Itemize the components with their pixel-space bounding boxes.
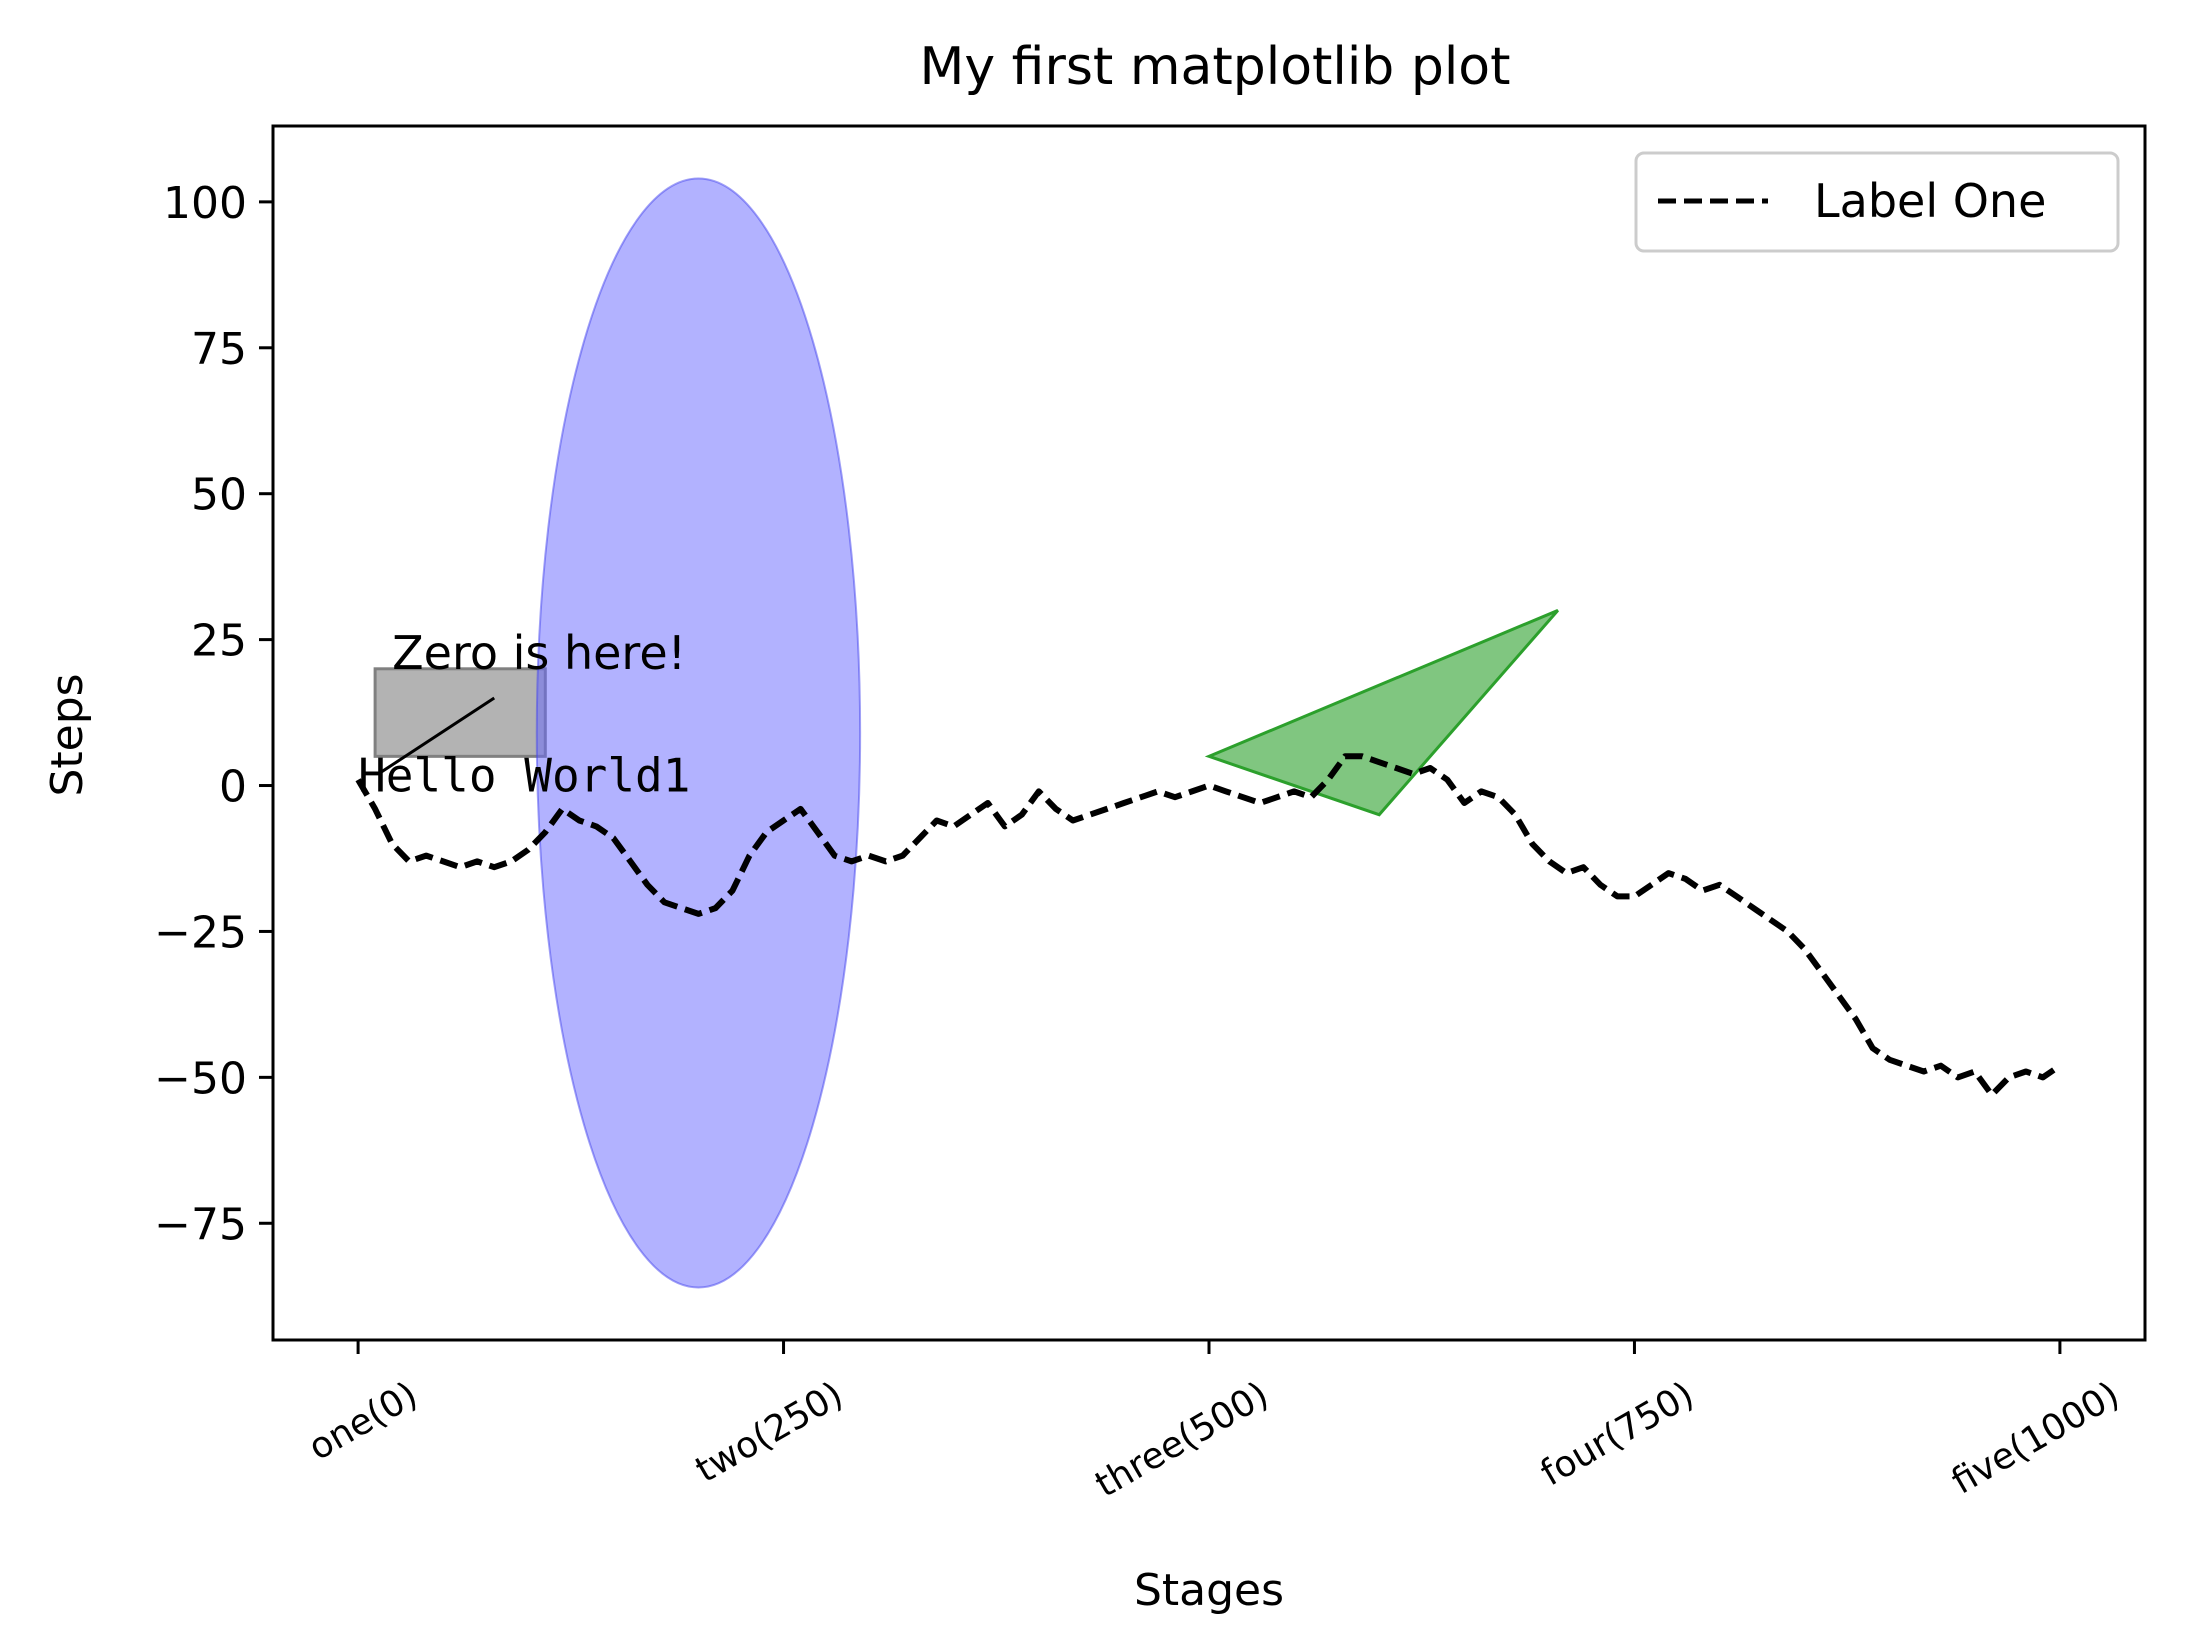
triangle-patch bbox=[1204, 609, 1560, 817]
x-axis-label: Stages bbox=[1134, 1565, 1284, 1616]
plot-area: Zero is here! Hello World1 bbox=[355, 177, 2062, 1289]
y-tick-label: 100 bbox=[163, 178, 247, 229]
legend-box bbox=[1634, 151, 2120, 253]
y-tick-label: 25 bbox=[191, 616, 247, 667]
annotation-zero-text: Zero is here! bbox=[392, 626, 686, 680]
legend: Label One bbox=[1634, 151, 2120, 253]
annotation-arrow bbox=[377, 696, 496, 776]
chart-title: My first matplotlib plot bbox=[920, 37, 1511, 97]
rectangle-patch bbox=[373, 667, 547, 758]
y-tick-label: 0 bbox=[219, 762, 247, 813]
ellipse-patch bbox=[535, 177, 862, 1289]
y-tick-label: −25 bbox=[154, 907, 247, 958]
y-axis: 100 75 50 25 0 −25 −50 −75 bbox=[154, 178, 273, 1250]
series-line bbox=[355, 753, 2062, 1098]
y-tick-label: 50 bbox=[191, 470, 247, 521]
y-tick-label: −50 bbox=[154, 1053, 247, 1104]
y-tick-label: −75 bbox=[154, 1199, 247, 1250]
legend-label: Label One bbox=[1814, 174, 2046, 228]
annotation-hello-text: Hello World1 bbox=[358, 748, 690, 802]
y-axis-label: Steps bbox=[42, 673, 93, 796]
y-tick-label: 75 bbox=[191, 324, 247, 375]
